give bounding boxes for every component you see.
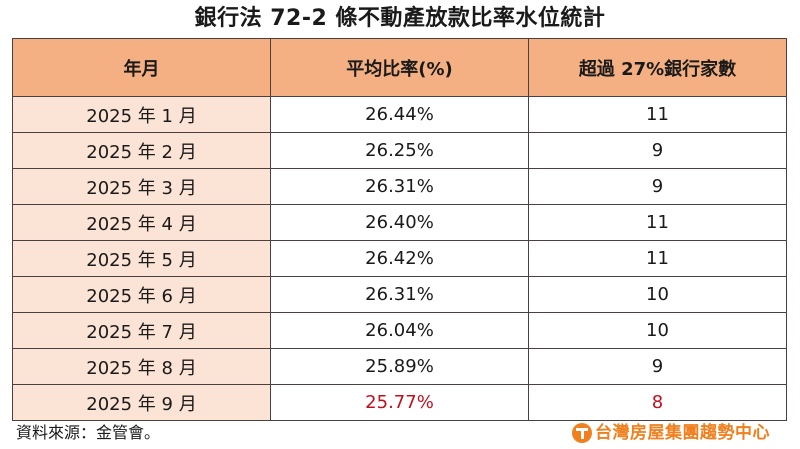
ratio-cell: 26.40% (270, 204, 529, 241)
table-row: 2025 年 2 月 26.25% 9 (12, 132, 787, 169)
table-header-row: 年月 平均比率(%) 超過 27%銀行家數 (12, 38, 787, 97)
table-row: 2025 年 7 月 26.04% 10 (12, 312, 787, 349)
month-cell: 2025 年 5 月 (12, 240, 271, 277)
count-cell-highlighted: 8 (528, 384, 787, 421)
count-cell: 11 (528, 96, 787, 133)
table-row: 2025 年 4 月 26.40% 11 (12, 204, 787, 241)
month-cell: 2025 年 6 月 (12, 276, 271, 313)
table-row: 2025 年 8 月 25.89% 9 (12, 348, 787, 385)
ratio-cell: 26.04% (270, 312, 529, 349)
table-row: 2025 年 6 月 26.31% 10 (12, 276, 787, 313)
header-month: 年月 (12, 38, 271, 97)
count-cell: 10 (528, 312, 787, 349)
ratio-cell: 25.89% (270, 348, 529, 385)
table-row: 2025 年 1 月 26.44% 11 (12, 96, 787, 133)
table-row-highlighted: 2025 年 9 月 25.77% 8 (12, 384, 787, 421)
ratio-cell: 26.42% (270, 240, 529, 277)
table-row: 2025 年 3 月 26.31% 9 (12, 168, 787, 205)
ratio-cell-highlighted: 25.77% (270, 384, 529, 421)
month-cell: 2025 年 3 月 (12, 168, 271, 205)
logo-text: 台灣房屋集團趨勢中心 (595, 423, 770, 443)
month-cell: 2025 年 8 月 (12, 348, 271, 385)
taiwan-realty-t-icon (572, 423, 592, 443)
header-average-ratio: 平均比率(%) (270, 38, 529, 97)
month-cell: 2025 年 7 月 (12, 312, 271, 349)
count-cell: 11 (528, 240, 787, 277)
data-table: 年月 平均比率(%) 超過 27%銀行家數 2025 年 1 月 26.44% … (12, 38, 787, 421)
count-cell: 9 (528, 168, 787, 205)
count-cell: 9 (528, 132, 787, 169)
ratio-cell: 26.31% (270, 276, 529, 313)
month-cell: 2025 年 2 月 (12, 132, 271, 169)
month-cell: 2025 年 4 月 (12, 204, 271, 241)
ratio-cell: 26.44% (270, 96, 529, 133)
count-cell: 10 (528, 276, 787, 313)
ratio-cell: 26.31% (270, 168, 529, 205)
page-title: 銀行法 72-2 條不動產放款比率水位統計 (194, 6, 606, 31)
month-cell: 2025 年 9 月 (12, 384, 271, 421)
count-cell: 11 (528, 204, 787, 241)
count-cell: 9 (528, 348, 787, 385)
table-row: 2025 年 5 月 26.42% 11 (12, 240, 787, 277)
ratio-cell: 26.25% (270, 132, 529, 169)
brand-logo: 台灣房屋集團趨勢中心 (572, 421, 770, 445)
source-note: 資料來源：金管會。 (16, 423, 161, 442)
header-bank-count: 超過 27%銀行家數 (528, 38, 787, 97)
month-cell: 2025 年 1 月 (12, 96, 271, 133)
